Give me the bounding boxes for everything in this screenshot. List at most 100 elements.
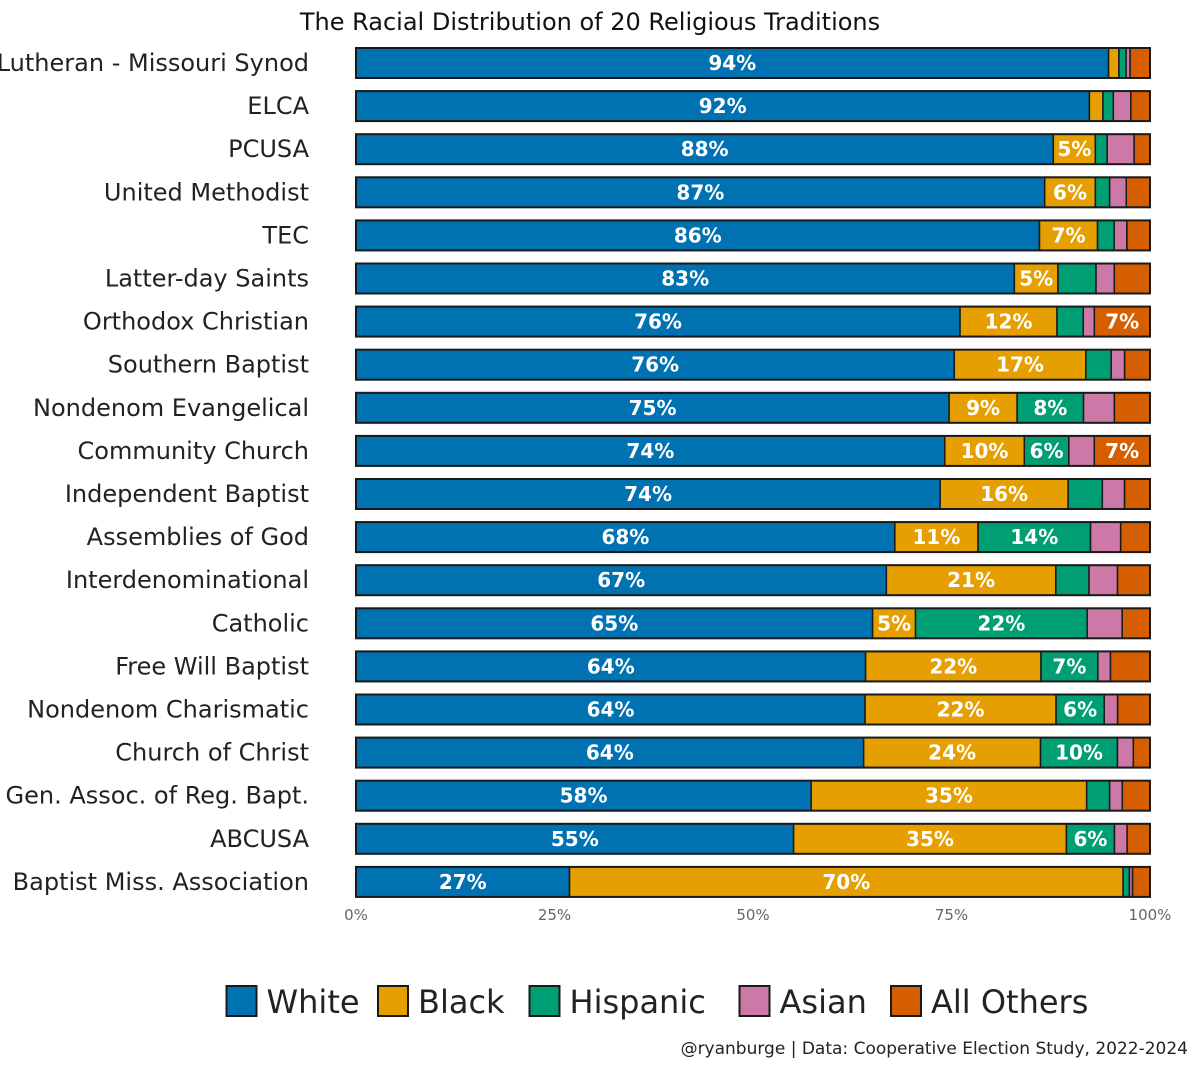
bar-segment-hispanic bbox=[1094, 133, 1108, 165]
bar-segment-all-others bbox=[1113, 392, 1151, 424]
category-label: Orthodox Christian bbox=[83, 308, 309, 336]
data-label: 92% bbox=[699, 94, 747, 118]
legend-swatch bbox=[528, 985, 561, 1017]
data-label: 6% bbox=[1030, 439, 1064, 463]
data-label: 9% bbox=[966, 396, 1000, 420]
bar-segment-all-others bbox=[1126, 823, 1151, 855]
bar-row: ELCA 92% bbox=[247, 90, 1151, 123]
bar-segment-asian bbox=[1095, 262, 1116, 295]
bar-segment-all-others bbox=[1123, 348, 1151, 381]
data-label: 5% bbox=[1057, 137, 1091, 161]
category-label: Assemblies of God bbox=[87, 523, 309, 551]
data-label: 76% bbox=[631, 353, 679, 377]
legend-label: Black bbox=[418, 983, 505, 1021]
bar-segment-hispanic bbox=[1118, 47, 1127, 79]
bar-row: Baptist Miss. Association 27% 70% bbox=[13, 865, 1151, 898]
data-label: 68% bbox=[601, 525, 649, 549]
bar-segment-asian bbox=[1068, 435, 1096, 467]
bar-outline bbox=[355, 607, 1151, 640]
bar-segment-black bbox=[1088, 90, 1104, 122]
bar-segment-all-others bbox=[1093, 305, 1151, 338]
bar-outline bbox=[355, 521, 1151, 554]
bar-outline bbox=[355, 133, 1151, 166]
data-label: 64% bbox=[587, 698, 635, 722]
chart-title: The Racial Distribution of 20 Religious … bbox=[299, 8, 880, 36]
data-label: 5% bbox=[877, 611, 911, 635]
data-label: 6% bbox=[1053, 180, 1087, 204]
x-tick-label: 100% bbox=[1129, 906, 1172, 924]
bar-row: Gen. Assoc. of Reg. Bapt. 58% 35% bbox=[6, 779, 1151, 812]
data-label: 65% bbox=[590, 611, 638, 635]
legend-swatch bbox=[377, 985, 409, 1017]
data-label: 12% bbox=[985, 310, 1033, 334]
bar-segment-all-others bbox=[1121, 779, 1151, 812]
data-label: 87% bbox=[676, 180, 724, 204]
category-label: Nondenom Evangelical bbox=[33, 394, 309, 422]
data-label: 86% bbox=[674, 223, 722, 247]
bar-segment-hispanic bbox=[1094, 176, 1111, 209]
category-label: Interdenominational bbox=[66, 566, 309, 594]
bar-segment-asian bbox=[1082, 305, 1096, 338]
bar-segment-hispanic bbox=[1056, 305, 1084, 338]
bar-outline bbox=[355, 176, 1151, 209]
bar-row: Lutheran - Missouri Synod 94% bbox=[0, 47, 1151, 79]
bar-segment-black bbox=[953, 348, 1087, 381]
data-label: 83% bbox=[661, 267, 709, 291]
x-tick-label: 75% bbox=[935, 906, 968, 924]
bar-row: PCUSA 88% 5% bbox=[228, 133, 1151, 166]
category-label: Free Will Baptist bbox=[115, 652, 309, 680]
bar-row: Assemblies of God 68% 11% 14% bbox=[87, 521, 1151, 554]
data-label: 17% bbox=[996, 353, 1044, 377]
bar-segment-asian bbox=[1113, 219, 1128, 252]
bar-segment-hispanic bbox=[1085, 779, 1111, 812]
legend-item-hispanic: Hispanic bbox=[528, 983, 706, 1021]
bar-segment-black bbox=[1013, 262, 1059, 295]
data-label: 35% bbox=[906, 827, 954, 851]
bar-row: Nondenom Charismatic 64% 22% 6% bbox=[27, 693, 1151, 726]
data-label: 22% bbox=[937, 698, 985, 722]
category-label: Lutheran - Missouri Synod bbox=[0, 49, 309, 77]
data-label: 6% bbox=[1063, 698, 1097, 722]
data-label: 58% bbox=[560, 784, 608, 808]
bar-segment-black bbox=[948, 392, 1018, 424]
bar-segment-black bbox=[1107, 47, 1120, 79]
legend-swatch bbox=[890, 985, 922, 1017]
category-label: Gen. Assoc. of Reg. Bapt. bbox=[6, 782, 309, 810]
bar-segment-asian bbox=[1116, 736, 1135, 769]
bar-segment-hispanic bbox=[1085, 348, 1112, 381]
bar-segment-hispanic bbox=[1057, 262, 1097, 295]
bar-segment-asian bbox=[1089, 521, 1122, 553]
bar-row: Orthodox Christian 76% 12% 7% bbox=[83, 305, 1151, 338]
category-label: Catholic bbox=[212, 609, 309, 637]
category-label: Church of Christ bbox=[115, 739, 309, 767]
bar-segment-asian bbox=[1086, 607, 1123, 640]
data-label: 8% bbox=[1033, 396, 1067, 420]
legend-label: Asian bbox=[780, 983, 867, 1021]
bar-segment-black bbox=[1043, 176, 1097, 209]
bar-segment-all-others bbox=[1133, 133, 1151, 165]
bar-outline bbox=[355, 650, 1151, 683]
bar-row: Southern Baptist 76% 17% bbox=[108, 348, 1151, 381]
bar-row: Nondenom Evangelical 75% 9% 8% bbox=[33, 391, 1151, 424]
bar-segment-all-others bbox=[1116, 564, 1151, 596]
bar-segment-asian bbox=[1097, 650, 1112, 683]
bar-segment-asian bbox=[1088, 564, 1119, 596]
bar-segment-black bbox=[864, 650, 1042, 683]
data-label: 7% bbox=[1105, 310, 1139, 334]
bar-row: Church of Christ 64% 24% 10% bbox=[115, 736, 1151, 769]
data-label: 7% bbox=[1052, 654, 1086, 678]
bar-outline bbox=[355, 305, 1151, 338]
bar-segment-hispanic bbox=[1039, 736, 1119, 769]
bar-segment-hispanic bbox=[1040, 650, 1099, 683]
bar-segment-all-others bbox=[1126, 219, 1151, 252]
data-label: 55% bbox=[551, 827, 599, 851]
bar-outline bbox=[355, 779, 1151, 812]
bar-segment-asian bbox=[1106, 133, 1135, 165]
bar-row: United Methodist 87% 6% bbox=[104, 176, 1151, 209]
bar-segment-asian bbox=[1112, 90, 1132, 122]
data-label: 74% bbox=[624, 482, 672, 506]
bar-row: Latter-day Saints 83% 5% bbox=[105, 262, 1151, 295]
category-label: Independent Baptist bbox=[65, 480, 309, 508]
legend-swatch bbox=[225, 985, 258, 1017]
